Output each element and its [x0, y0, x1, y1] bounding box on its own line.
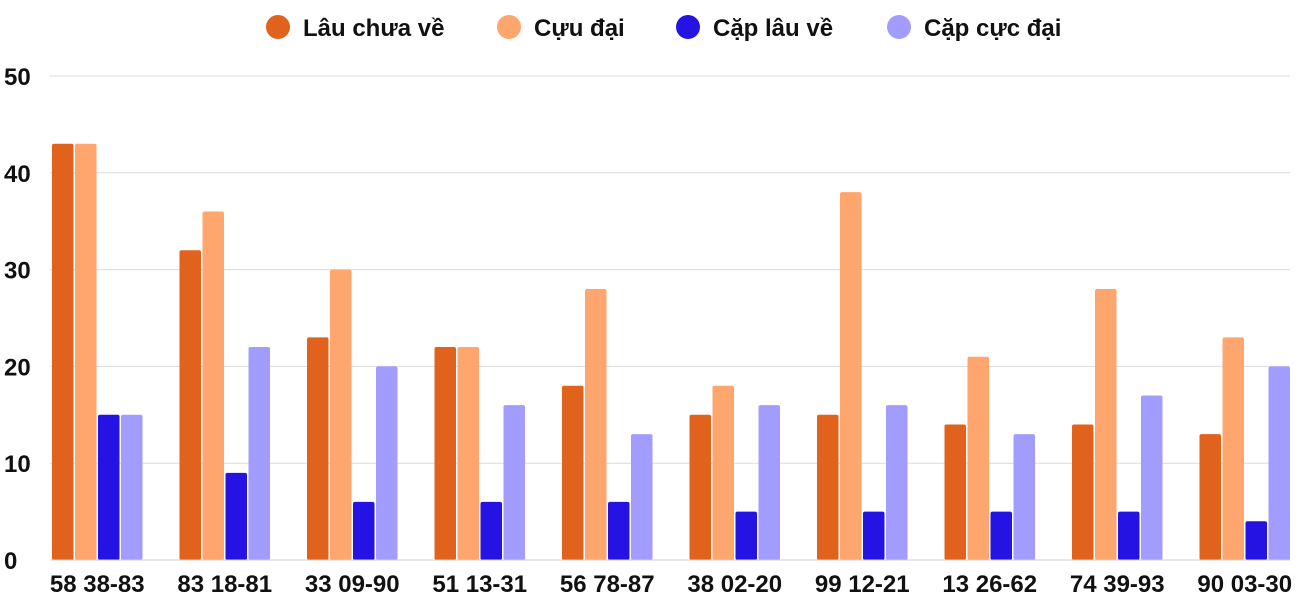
bar	[503, 405, 525, 560]
y-tick-label: 30	[4, 258, 31, 285]
bar-group	[434, 347, 525, 560]
y-tick-label: 10	[4, 451, 31, 478]
bar	[353, 501, 375, 560]
bar	[1118, 511, 1140, 560]
bar-group	[52, 143, 143, 560]
bar-group	[944, 356, 1035, 560]
legend-swatch	[266, 15, 290, 39]
x-tick-label: 56 78-87	[560, 571, 655, 598]
bar	[1245, 521, 1267, 560]
legend-label: Cặp cực đại	[924, 15, 1061, 42]
y-tick-label: 40	[4, 161, 31, 188]
bar	[967, 356, 989, 560]
bar	[817, 414, 839, 560]
bar	[1268, 366, 1290, 560]
bar	[202, 211, 224, 560]
bar	[179, 250, 201, 561]
bar	[1141, 395, 1163, 560]
bar	[735, 511, 757, 560]
bar	[307, 337, 329, 560]
x-tick-label: 83 18-81	[177, 571, 272, 598]
bar	[840, 192, 862, 560]
legend-swatch	[887, 15, 911, 39]
x-axis: 58 38-83 83 18-81 33 09-90 51 13-31 56 78-87…	[50, 571, 1292, 598]
legend-swatch	[497, 15, 521, 39]
x-tick-label: 13 26-62	[942, 571, 1037, 598]
bar	[990, 511, 1012, 560]
y-axis: 0 10 20 30 40 50	[4, 64, 31, 575]
x-tick-label: 33 09-90	[305, 571, 400, 598]
bar	[1222, 337, 1244, 560]
bar	[886, 405, 908, 560]
bar-group	[1072, 288, 1163, 560]
bar-group	[1199, 337, 1290, 560]
bar	[75, 143, 97, 560]
legend-item: Cặp lâu về	[676, 15, 833, 42]
x-tick-label: 90 03-30	[1197, 571, 1292, 598]
bar	[944, 424, 966, 560]
bar	[121, 414, 143, 560]
bar	[248, 347, 270, 560]
legend: Lâu chưa về Cựu đại Cặp lâu về Cặp cực đại	[266, 15, 1061, 42]
bar	[585, 288, 607, 560]
bar	[689, 414, 711, 560]
y-tick-label: 0	[4, 548, 17, 575]
bar-group	[562, 288, 653, 560]
bar	[434, 347, 456, 560]
x-tick-label: 58 38-83	[50, 571, 145, 598]
legend-item: Cặp cực đại	[887, 15, 1061, 42]
legend-item: Cựu đại	[497, 15, 625, 42]
x-tick-label: 38 02-20	[687, 571, 782, 598]
bar-group	[689, 385, 780, 560]
x-tick-label: 99 12-21	[815, 571, 910, 598]
bars	[50, 143, 1290, 561]
bar	[52, 143, 74, 560]
bar	[608, 501, 630, 560]
legend-item: Lâu chưa về	[266, 15, 444, 42]
bar	[562, 385, 584, 560]
bar	[480, 501, 502, 560]
bar	[1013, 434, 1035, 560]
legend-label: Lâu chưa về	[303, 15, 444, 42]
legend-swatch	[676, 15, 700, 39]
x-tick-label: 51 13-31	[432, 571, 527, 598]
bar	[1072, 424, 1094, 560]
bar	[1199, 434, 1221, 560]
bar-group	[179, 211, 270, 561]
x-tick-label: 74 39-93	[1070, 571, 1165, 598]
bar	[863, 511, 885, 560]
bar	[225, 472, 247, 560]
legend-label: Cựu đại	[534, 15, 625, 42]
bar	[98, 414, 120, 560]
bar	[631, 434, 653, 560]
bar-group	[817, 192, 908, 560]
bar	[376, 366, 398, 560]
y-tick-label: 20	[4, 354, 31, 381]
y-tick-label: 50	[4, 64, 31, 91]
bar	[1095, 288, 1117, 560]
bar	[330, 269, 352, 560]
bar	[758, 405, 780, 560]
bar-group	[307, 269, 398, 560]
bar	[457, 347, 479, 560]
legend-label: Cặp lâu về	[713, 15, 833, 42]
bar	[712, 385, 734, 560]
